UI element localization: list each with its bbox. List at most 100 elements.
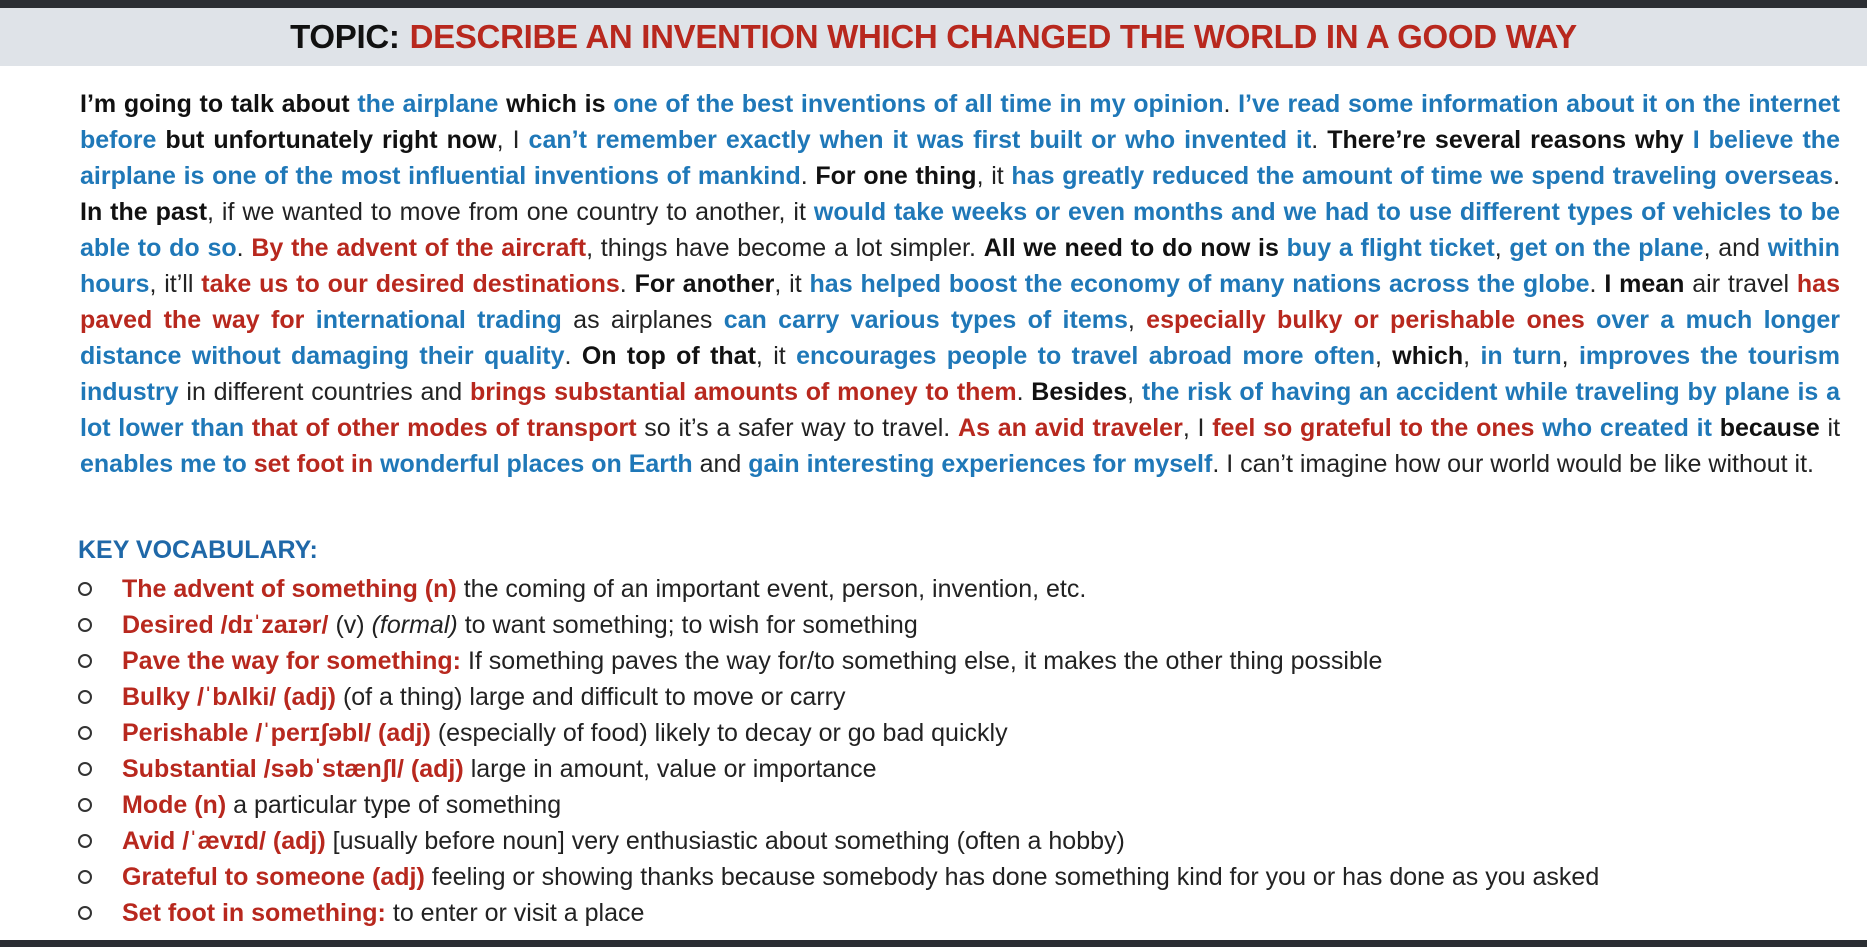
- passage-phrase-red: that of other modes of transport: [251, 414, 637, 442]
- vocabulary-term: Substantial /səbˈstænʃl/ (adj): [122, 754, 464, 783]
- circle-bullet-icon: [78, 654, 92, 668]
- passage-phrase-red: especially bulky or perishable ones: [1146, 306, 1585, 334]
- passage-text: , things have become a lot simpler.: [586, 234, 984, 262]
- passage-text: [244, 414, 252, 442]
- vocabulary-item: Pave the way for something: If something …: [78, 643, 1838, 679]
- circle-bullet-icon: [78, 870, 92, 884]
- passage-phrase-b: I’m going to talk about: [80, 90, 358, 118]
- passage-phrase-blue: can’t remember exactly when it was first…: [528, 126, 1312, 154]
- passage-phrase-b: For another: [634, 270, 775, 298]
- passage-phrase-b: because: [1719, 414, 1820, 442]
- vocabulary-definition: a particular type of something: [233, 790, 562, 819]
- passage-phrase-blue: improves the tourism industry: [80, 342, 1840, 406]
- passage-phrase-b: Besides: [1031, 378, 1128, 406]
- circle-bullet-icon: [78, 618, 92, 632]
- vocabulary-heading: KEY VOCABULARY:: [78, 536, 318, 564]
- passage-phrase-red: has paved the way for: [80, 270, 1840, 334]
- passage-text: and: [692, 450, 749, 478]
- vocabulary-definition: [usually before noun] very enthusiastic …: [332, 826, 1125, 855]
- passage-phrase-b: On top of that: [581, 342, 756, 370]
- vocabulary-item: Substantial /səbˈstænʃl/ (adj) large in a…: [78, 751, 1838, 787]
- passage-phrase-blue: in turn: [1480, 342, 1562, 370]
- vocabulary-term: Avid /ˈævɪd/ (adj): [122, 826, 326, 855]
- passage-phrase-blue: has greatly reduced the amount of time w…: [1011, 162, 1834, 190]
- vocabulary-definition: (especially of food) likely to decay or …: [437, 718, 1008, 747]
- vocabulary-term: Set foot in something:: [122, 898, 386, 927]
- vocabulary-item: Grateful to someone (adj) feeling or show…: [78, 859, 1838, 895]
- passage-phrase-blue: one of the best inventions of all time i…: [613, 90, 1224, 118]
- passage-phrase-blue: within hours: [80, 234, 1840, 298]
- passage-text: [1279, 234, 1287, 262]
- passage-phrase-blue: can carry various types of items: [723, 306, 1128, 334]
- passage-text: , it: [774, 270, 810, 298]
- passage-text: .: [1223, 90, 1239, 118]
- passage-text: .: [800, 162, 816, 190]
- passage-text: [1585, 306, 1596, 334]
- vocabulary-definition: feeling or showing thanks because somebo…: [431, 862, 1600, 891]
- passage-text: in different countries and: [178, 378, 470, 406]
- passage-text: .: [1311, 126, 1328, 154]
- passage-text: , it: [755, 342, 797, 370]
- bottom-edge: [0, 940, 1867, 947]
- passage-phrase-b: I mean: [1604, 270, 1685, 298]
- passage-text: so it’s a safer way to travel.: [636, 414, 959, 442]
- passage-text: , and: [1703, 234, 1768, 262]
- passage-phrase-blue: has helped boost the economy of many nat…: [809, 270, 1590, 298]
- vocabulary-term: Pave the way for something:: [122, 646, 461, 675]
- title-text: DESCRIBE AN INVENTION WHICH CHANGED THE …: [409, 18, 1578, 55]
- passage-phrase-blue: would take weeks or even months and we h…: [80, 198, 1840, 262]
- passage-phrase-blue: wonderful places on Earth: [380, 450, 693, 478]
- passage-phrase-b: There’re several reasons why: [1327, 126, 1684, 154]
- sample-answer-passage: I’m going to talk about the airplane whi…: [80, 86, 1840, 482]
- vocabulary-definition: to want something; to wish for something: [464, 610, 918, 639]
- vocabulary-term: Grateful to someone (adj): [122, 862, 425, 891]
- passage-text: [304, 306, 315, 334]
- title-prefix: TOPIC:: [290, 18, 400, 55]
- circle-bullet-icon: [78, 726, 92, 740]
- passage-phrase-blue: get on the plane: [1509, 234, 1704, 262]
- passage-phrase-blue: encourages people to travel abroad more …: [796, 342, 1375, 370]
- passage-text: ,: [1561, 342, 1579, 370]
- passage-text: . I can’t imagine how our world would be…: [1212, 450, 1814, 478]
- passage-phrase-red: brings substantial amounts of money to t…: [469, 378, 1017, 406]
- vocabulary-term: Perishable /ˈperɪʃəbl/ (adj): [122, 718, 431, 747]
- passage-text: .: [1833, 162, 1841, 190]
- circle-bullet-icon: [78, 798, 92, 812]
- circle-bullet-icon: [78, 690, 92, 704]
- vocabulary-item: The advent of something (n) the coming of…: [78, 571, 1838, 607]
- passage-phrase-blue: the airplane: [357, 90, 499, 118]
- vocabulary-definition: If something paves the way for/to someth…: [467, 646, 1383, 675]
- vocabulary-part-of-speech: (v): [335, 610, 365, 639]
- title-bar: TOPIC: DESCRIBE AN INVENTION WHICH CHANG…: [0, 8, 1867, 66]
- passage-phrase-b: but unfortunately right now: [156, 126, 497, 154]
- passage-phrase-b: which is: [498, 90, 614, 118]
- passage-text: .: [1016, 378, 1032, 406]
- passage-phrase-blue: who created it: [1542, 414, 1712, 442]
- passage-phrase-b: In the past: [80, 198, 208, 226]
- vocabulary-term: Mode (n): [122, 790, 227, 819]
- vocabulary-definition: (of a thing) large and difficult to move…: [342, 682, 846, 711]
- vocabulary-item: Bulky /ˈbʌlki/ (adj) (of a thing) large a…: [78, 679, 1838, 715]
- passage-phrase-red: set foot in: [253, 450, 374, 478]
- circle-bullet-icon: [78, 906, 92, 920]
- passage-text: [1684, 126, 1693, 154]
- circle-bullet-icon: [78, 582, 92, 596]
- passage-phrase-blue: over a much longer distance without dama…: [80, 306, 1840, 370]
- passage-text: ,: [1463, 342, 1481, 370]
- passage-text: ,: [1127, 378, 1142, 406]
- passage-phrase-red: take us to our desired destinations: [201, 270, 620, 298]
- passage-text: , I: [1182, 414, 1213, 442]
- vocabulary-definition: the coming of an important event, person…: [463, 574, 1087, 603]
- passage-phrase-blue: the risk of having an accident while tra…: [80, 378, 1840, 442]
- vocabulary-term: Desired /dɪˈzaɪər/: [122, 610, 329, 639]
- passage-text: it: [1819, 414, 1841, 442]
- vocabulary-list: The advent of something (n) the coming of…: [78, 571, 1838, 931]
- passage-phrase-blue: I believe the airplane is one of the mos…: [80, 126, 1840, 190]
- vocabulary-item: Mode (n) a particular type of something: [78, 787, 1838, 823]
- passage-text: ,: [1494, 234, 1510, 262]
- passage-phrase-b: All we need to do now is: [983, 234, 1279, 262]
- vocabulary-item: Perishable /ˈperɪʃəbl/ (adj) (especially …: [78, 715, 1838, 751]
- passage-phrase-blue: international trading: [315, 306, 562, 334]
- passage-phrase-blue: enables me to: [80, 450, 247, 478]
- passage-text: , it’ll: [149, 270, 202, 298]
